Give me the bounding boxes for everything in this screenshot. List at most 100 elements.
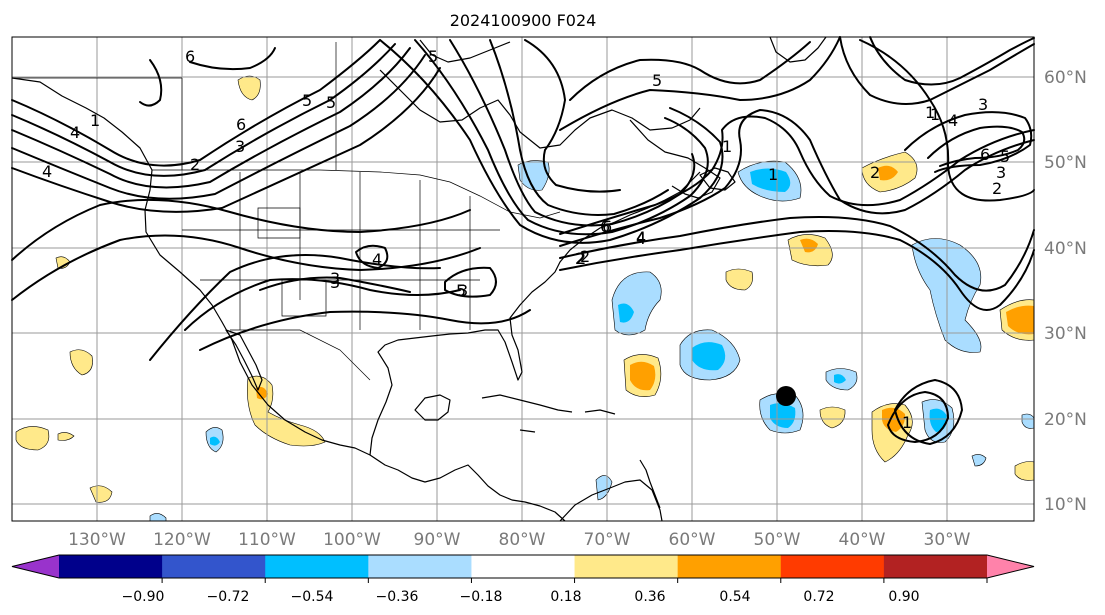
colorbar-segment (471, 555, 576, 578)
map-panel: 6 5 4 3 2 1 6 5 4 3 2 1 4 3 2 1 6 5 4 3 … (11, 36, 1035, 522)
colorbar-tick-label: 0.90 (888, 589, 919, 605)
colorbar-segment (574, 555, 679, 578)
colorbar-segment (368, 555, 472, 578)
contour-label: 1 (722, 137, 732, 156)
contour-label: 3 (330, 269, 340, 288)
latitude-label: 60°N (1044, 68, 1087, 88)
contour-label: 2 (870, 163, 880, 182)
positive-anomaly-region (69, 349, 93, 376)
colorbar-segment (677, 555, 782, 578)
longitude-label: 80°W (499, 530, 546, 550)
latitude-label: 20°N (1044, 410, 1087, 430)
positive-anomaly-region (15, 426, 50, 451)
latitude-axis: 60°N 50°N 40°N 30°N 20°N 10°N (1044, 68, 1087, 515)
latitude-label: 10°N (1044, 495, 1087, 515)
longitude-label: 130°W (68, 530, 126, 550)
latitude-label: 50°N (1044, 153, 1087, 173)
longitude-label: 70°W (584, 530, 631, 550)
contour-label: 5 (428, 47, 438, 66)
longitude-label: 40°W (839, 530, 886, 550)
contour-label: 5 (456, 281, 466, 300)
contour-label: 1 (930, 105, 940, 124)
contour-label: 6 (600, 217, 610, 236)
contour-label: 5 (652, 71, 662, 90)
negative-anomaly-core (834, 374, 846, 384)
colorbar-segment (780, 555, 885, 578)
latitude-label: 30°N (1044, 324, 1087, 344)
positive-anomaly-core (256, 386, 268, 400)
positive-anomaly-region (1014, 461, 1035, 481)
map-title: 2024100900 F024 (450, 11, 597, 30)
storm-center-marker (776, 386, 796, 406)
negative-anomaly-core (210, 436, 220, 446)
longitude-label: 100°W (323, 530, 381, 550)
positive-anomaly-core (800, 238, 818, 253)
longitude-axis: 130°W 120°W 110°W 100°W 90°W 80°W 70°W 6… (68, 530, 971, 550)
longitude-label: 60°W (669, 530, 716, 550)
contour-label: 6 (185, 47, 195, 66)
longitude-label: 90°W (414, 530, 461, 550)
positive-anomaly-region (237, 75, 261, 101)
colorbar-segment (265, 555, 369, 578)
colorbar-extend-high (987, 555, 1034, 578)
political-borders (12, 42, 561, 381)
contour-label: 2 (992, 179, 1002, 198)
contour-label: 2 (190, 155, 200, 174)
contour-label: 1 (902, 413, 912, 432)
positive-anomaly-region (57, 432, 75, 441)
colorbar-outline (11, 554, 1035, 579)
colorbar-tick-label: −0.90 (122, 589, 165, 605)
positive-anomaly-core (878, 165, 898, 181)
colorbar-segment (162, 555, 266, 578)
contour-label: 2 (576, 249, 586, 268)
longitude-label: 50°W (754, 530, 801, 550)
colorbar-tick-label: 0.18 (550, 589, 581, 605)
contour-label: 3 (978, 95, 988, 114)
contour-label: 4 (70, 123, 80, 142)
longitude-label: 120°W (153, 530, 211, 550)
contour-label: 3 (458, 281, 468, 300)
contour-label: 4 (636, 228, 646, 247)
map-frame (11, 36, 1035, 522)
contour-label: 3 (996, 163, 1006, 182)
contour-label: 6 (602, 217, 612, 236)
coastlines (11, 36, 827, 522)
contour-label: 4 (636, 229, 646, 248)
colorbar-tick-label: 0.72 (803, 589, 834, 605)
longitude-label: 110°W (238, 530, 296, 550)
contour-label: 6 (236, 115, 246, 134)
negative-anomaly-core (770, 403, 796, 428)
negative-anomaly-core (750, 168, 791, 192)
contour-label: 1 (768, 165, 778, 184)
contour-label: 3 (235, 137, 245, 156)
negative-anomaly-core (618, 303, 634, 323)
positive-anomaly-region (819, 406, 846, 429)
contour-label: 6 (980, 145, 990, 164)
colorbar-segment (883, 555, 988, 578)
colorbar-tick-label: 0.36 (634, 589, 665, 605)
latitude-label: 40°N (1044, 239, 1087, 259)
contour-label: 2 (580, 247, 590, 266)
contour-label: 1 (90, 111, 100, 130)
positive-anomaly-region (725, 268, 753, 291)
colorbar-tick-label: −0.54 (291, 589, 334, 605)
colorbar-tick-label: −0.18 (460, 589, 503, 605)
contour-label: 4 (948, 111, 958, 130)
height-contours (11, 36, 1035, 445)
colorbar-tick-label: −0.72 (207, 589, 250, 605)
contour-label: 5 (1000, 147, 1010, 166)
contour-labels: 6 5 4 3 2 1 6 5 4 3 2 1 4 3 2 1 6 5 4 3 … (42, 47, 1010, 432)
contour-label: 4 (42, 162, 52, 181)
negative-anomaly-region (971, 454, 987, 467)
longitude-label: 30°W (924, 530, 971, 550)
negative-anomaly-core (692, 342, 726, 371)
contour-label: 4 (372, 250, 382, 269)
contour-label: 2 (575, 249, 585, 268)
negative-anomaly-region (595, 475, 613, 501)
negative-anomaly-region (517, 160, 550, 191)
contour-label: 1 (925, 103, 935, 122)
colorbar-tick-label: 0.54 (719, 589, 750, 605)
colorbar-extend-low (12, 555, 59, 578)
positive-anomaly-core (1006, 305, 1034, 335)
